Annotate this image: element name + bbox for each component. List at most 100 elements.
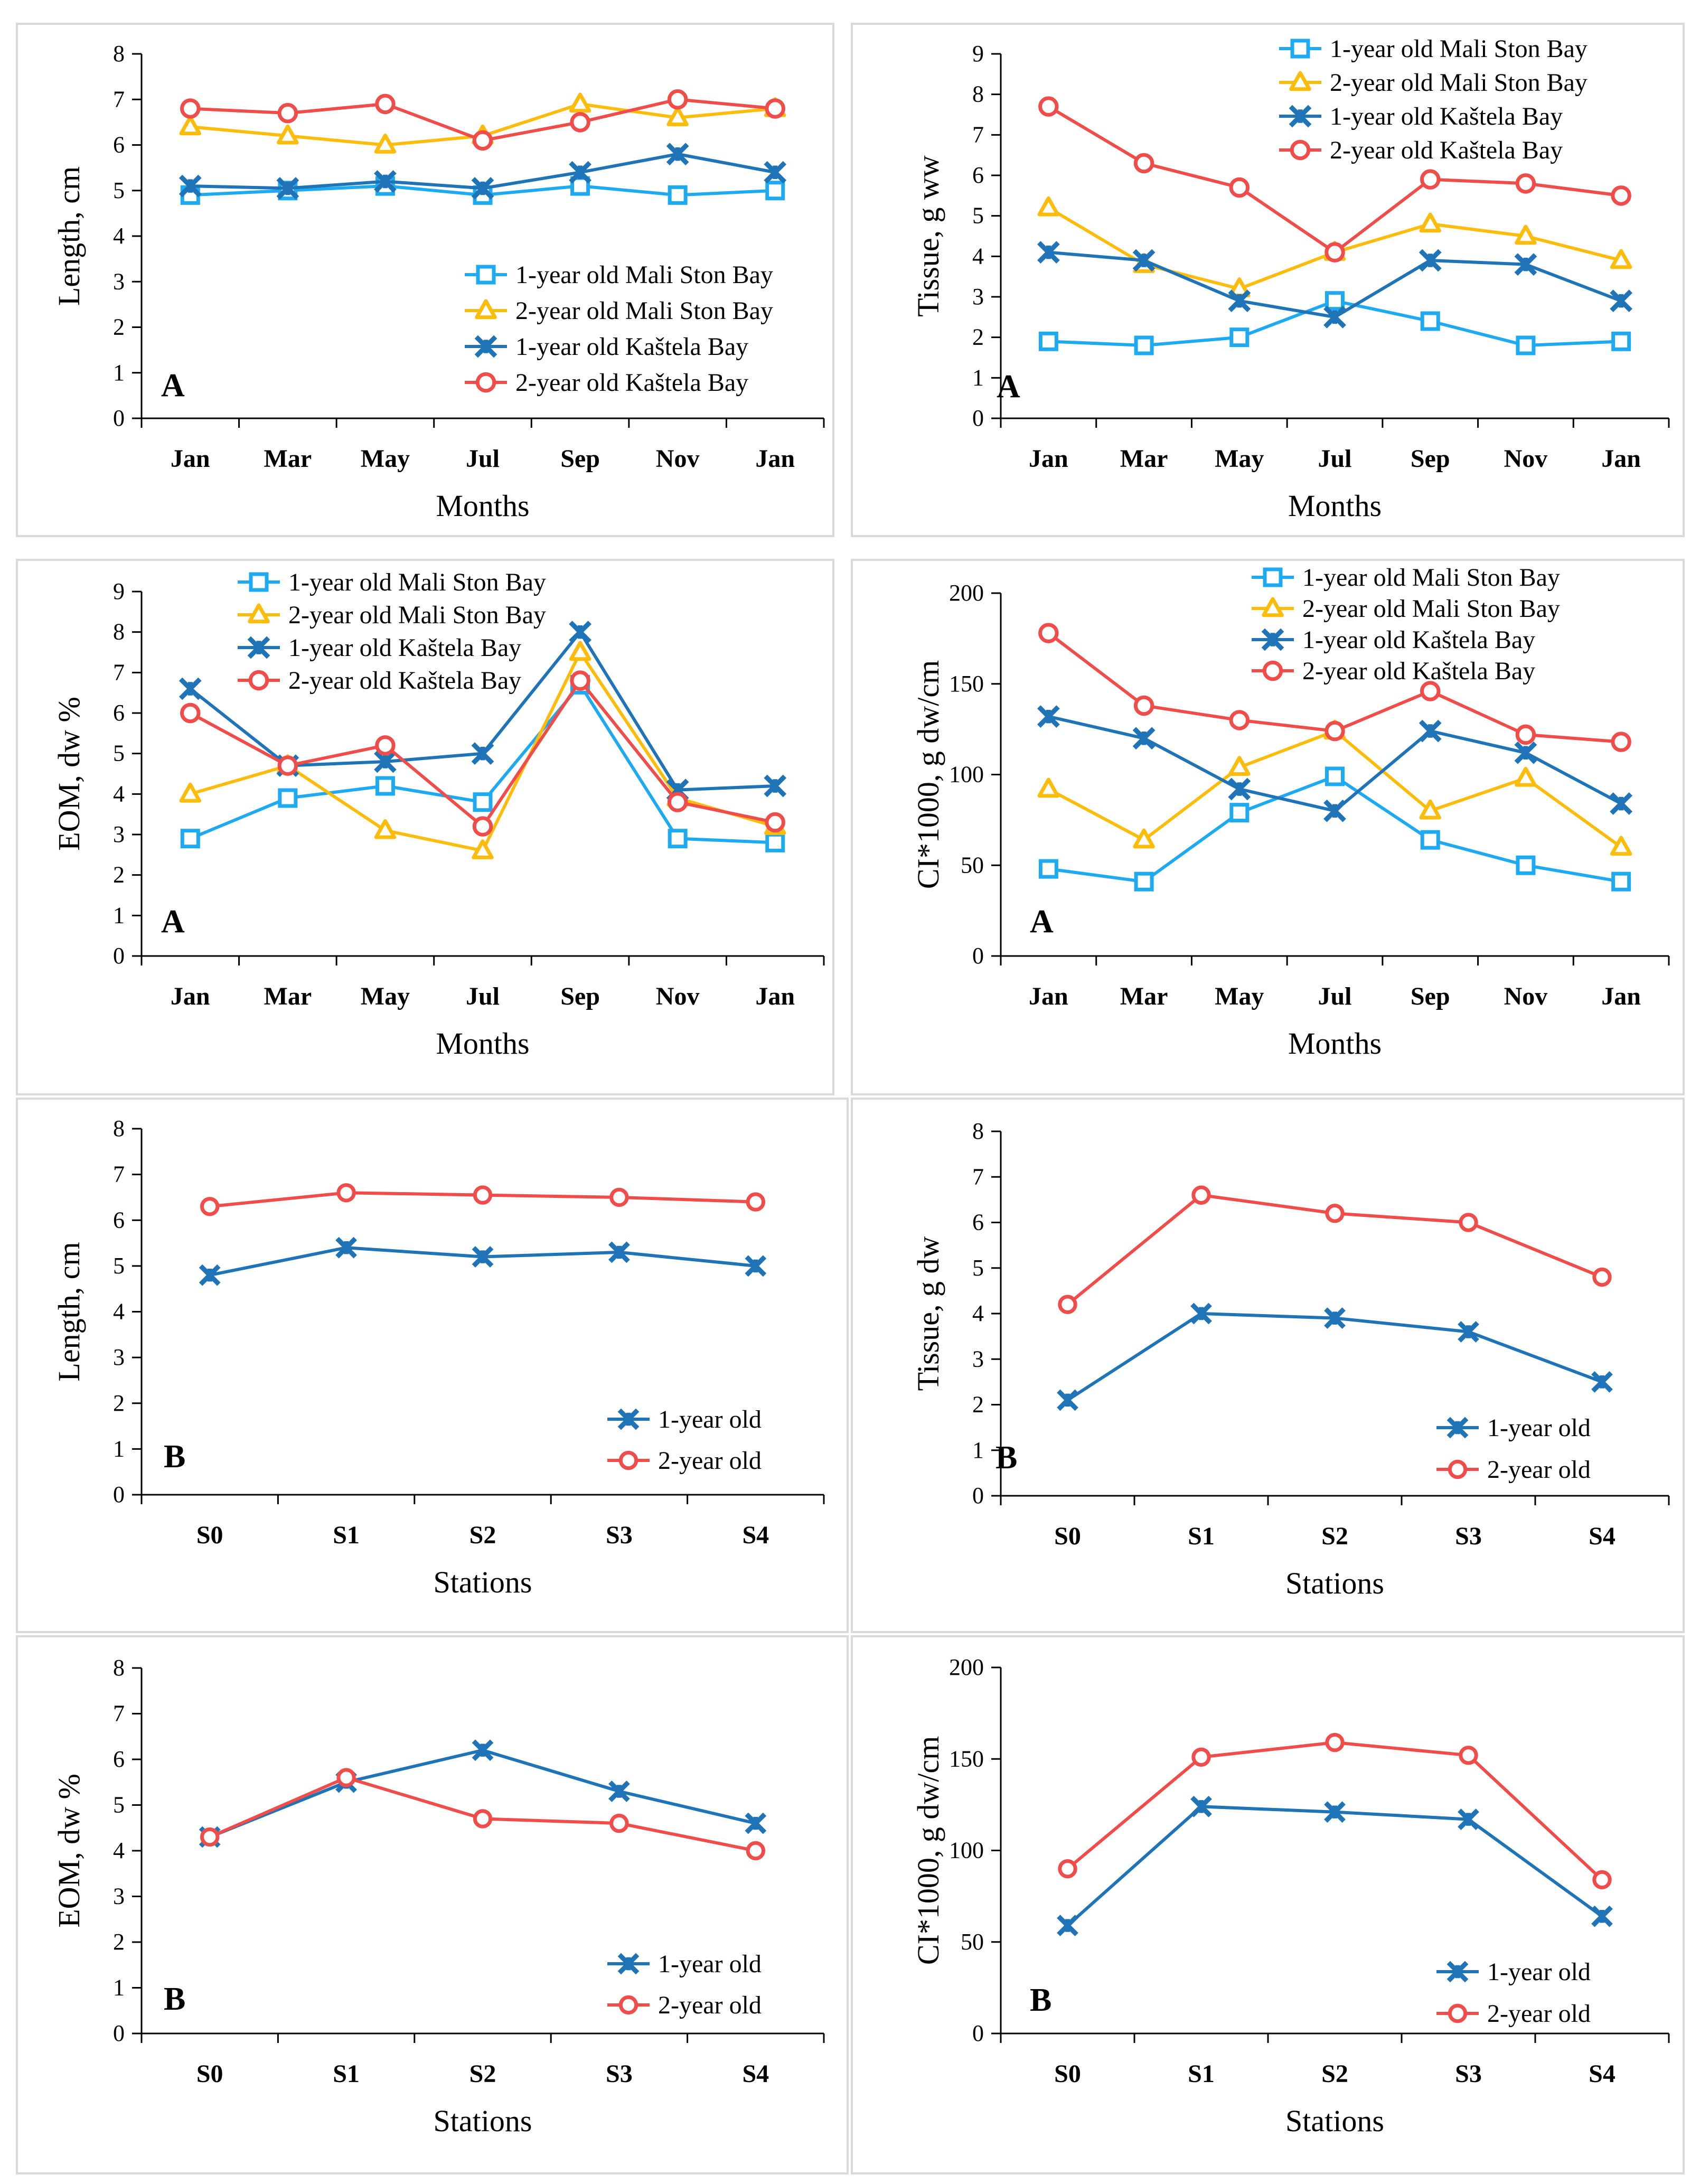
legend-label-1: 1-year old Mali Ston Bay [1330,35,1588,63]
data-point-s1-p7 [1611,331,1631,351]
y-tick-label: 7 [113,659,125,685]
legend-marker-2 [1448,2003,1468,2023]
y-axis-title: EOM, dw % [52,1774,86,1928]
data-point-s4-p1 [180,98,201,119]
legend-label-2: 2-year old [658,1447,762,1475]
y-tick-label: 7 [113,86,125,112]
data-point-s4-p1 [1038,623,1059,643]
y-tick-label: 0 [113,1482,125,1507]
data-point-s2-p5 [1419,799,1441,820]
data-point-s4-p2 [277,755,298,776]
x-tick-label: Jan [755,445,795,473]
y-tick-label: 3 [972,1346,984,1372]
y-tick-label: 8 [113,1655,125,1681]
data-point-s1-p4 [473,792,493,812]
y-tick-label: 0 [972,1483,984,1508]
data-point-s3-p3 [374,750,397,773]
x-tick-label: S0 [196,1521,223,1549]
data-point-s2-p4 [609,1813,629,1833]
x-tick-label: Jan [1029,982,1068,1010]
legend-marker-1 [249,572,269,592]
panel-frame [851,559,1685,1095]
data-point-s4-p2 [1133,695,1154,716]
x-tick-label: Nov [656,982,700,1010]
chart-panel-8: 0 50 100 150 200 S0 S1 S2 S3 S4 Stations CI*1000, g… [851,1635,1685,2174]
y-tick-label: 7 [113,1161,125,1187]
legend-label-2: 2-year old Mali Ston Bay [515,297,773,325]
data-point-s1-p4 [1458,1321,1479,1343]
legend-marker-1 [1447,1417,1469,1439]
data-point-s2-p2 [1191,1747,1211,1767]
legend-label-2: 2-year old Mali Ston Bay [288,601,546,629]
legend-marker-1 [617,1408,640,1430]
legend-label-2: 2-year old [1487,2000,1591,2028]
data-point-s2-p1 [179,782,202,803]
data-point-s3-p4 [471,177,494,200]
x-tick-label: Jan [171,445,210,473]
chart-panel-2: 0 1 2 3 4 5 6 7 8 9 Jan Mar May Jul Sep Nov Jan Months Tis… [851,23,1685,537]
data-point-s1-p5 [1591,1371,1613,1393]
y-tick-label: 150 [949,671,984,697]
legend-label-4: 2-year old Kaštela Bay [1302,657,1535,685]
data-point-s1-p6 [1516,335,1536,355]
data-point-s4-p7 [765,812,785,833]
legend-label-1: 1-year old [1487,1414,1591,1442]
legend-marker-4 [475,372,496,393]
data-point-s2-p3 [374,819,397,839]
legend-marker-3 [1261,628,1284,651]
data-point-s1-p3 [1324,1801,1346,1823]
x-tick-label: Jan [1601,982,1641,1010]
y-tick-label: 200 [949,1654,984,1680]
data-point-s1-p1 [1038,331,1058,351]
x-tick-label: May [361,982,410,1010]
data-point-s2-p3 [1228,756,1251,776]
data-point-s1-p1 [199,1264,221,1286]
y-tick-label: 5 [113,177,125,203]
panel-frame [16,559,834,1095]
y-tick-label: 2 [113,1929,125,1955]
legend-marker-4 [1262,660,1283,681]
y-tick-label: 5 [113,1253,125,1279]
data-point-s2-p5 [1592,1870,1612,1890]
legend-label-3: 1-year old Kaštela Bay [515,333,748,361]
data-point-s2-p6 [1515,766,1537,787]
data-point-s3-p1 [1037,705,1060,728]
data-point-s4-p4 [472,816,493,837]
x-tick-label: S2 [1321,2060,1348,2088]
panel-frame [851,1635,1685,2174]
x-axis-title: Stations [1285,2104,1384,2138]
y-tick-label: 6 [972,162,984,188]
y-tick-label: 3 [113,1344,125,1370]
data-point-s2-p6 [666,106,689,126]
data-point-s3-p1 [179,677,202,700]
x-tick-label: Jan [755,982,795,1010]
legend-marker-1 [1263,567,1283,587]
x-tick-label: Mar [1120,445,1168,473]
x-axis-title: Months [436,489,529,523]
x-tick-label: Nov [1504,445,1548,473]
x-tick-label: Sep [560,445,600,473]
data-point-s3-p1 [1037,241,1060,264]
data-point-s1-p1 [1057,1915,1078,1936]
data-point-s1-p1 [1038,859,1058,879]
data-point-s2-p5 [746,1841,766,1861]
x-tick-label: May [1215,982,1264,1010]
data-point-s1-p4 [1325,291,1345,311]
x-tick-label: Nov [1504,982,1548,1010]
x-axis-title: Stations [1285,1566,1384,1600]
x-tick-label: S2 [469,1521,496,1549]
data-point-s4-p6 [667,89,688,110]
y-axis-title: Length, cm [52,1242,86,1381]
data-point-s1-p5 [745,1812,767,1834]
data-point-s3-p5 [569,161,591,184]
chart-panel-4: 0 50 100 150 200 Jan Mar May Jul Sep Nov Jan Months C… [851,559,1685,1095]
y-tick-label: 0 [113,943,125,969]
data-point-s2-p3 [374,134,397,154]
legend-marker-3 [1289,105,1312,128]
y-tick-label: 1 [113,902,125,928]
data-point-s1-p3 [1229,327,1250,348]
x-tick-label: Jul [466,445,500,473]
data-point-s2-p2 [336,1768,356,1787]
